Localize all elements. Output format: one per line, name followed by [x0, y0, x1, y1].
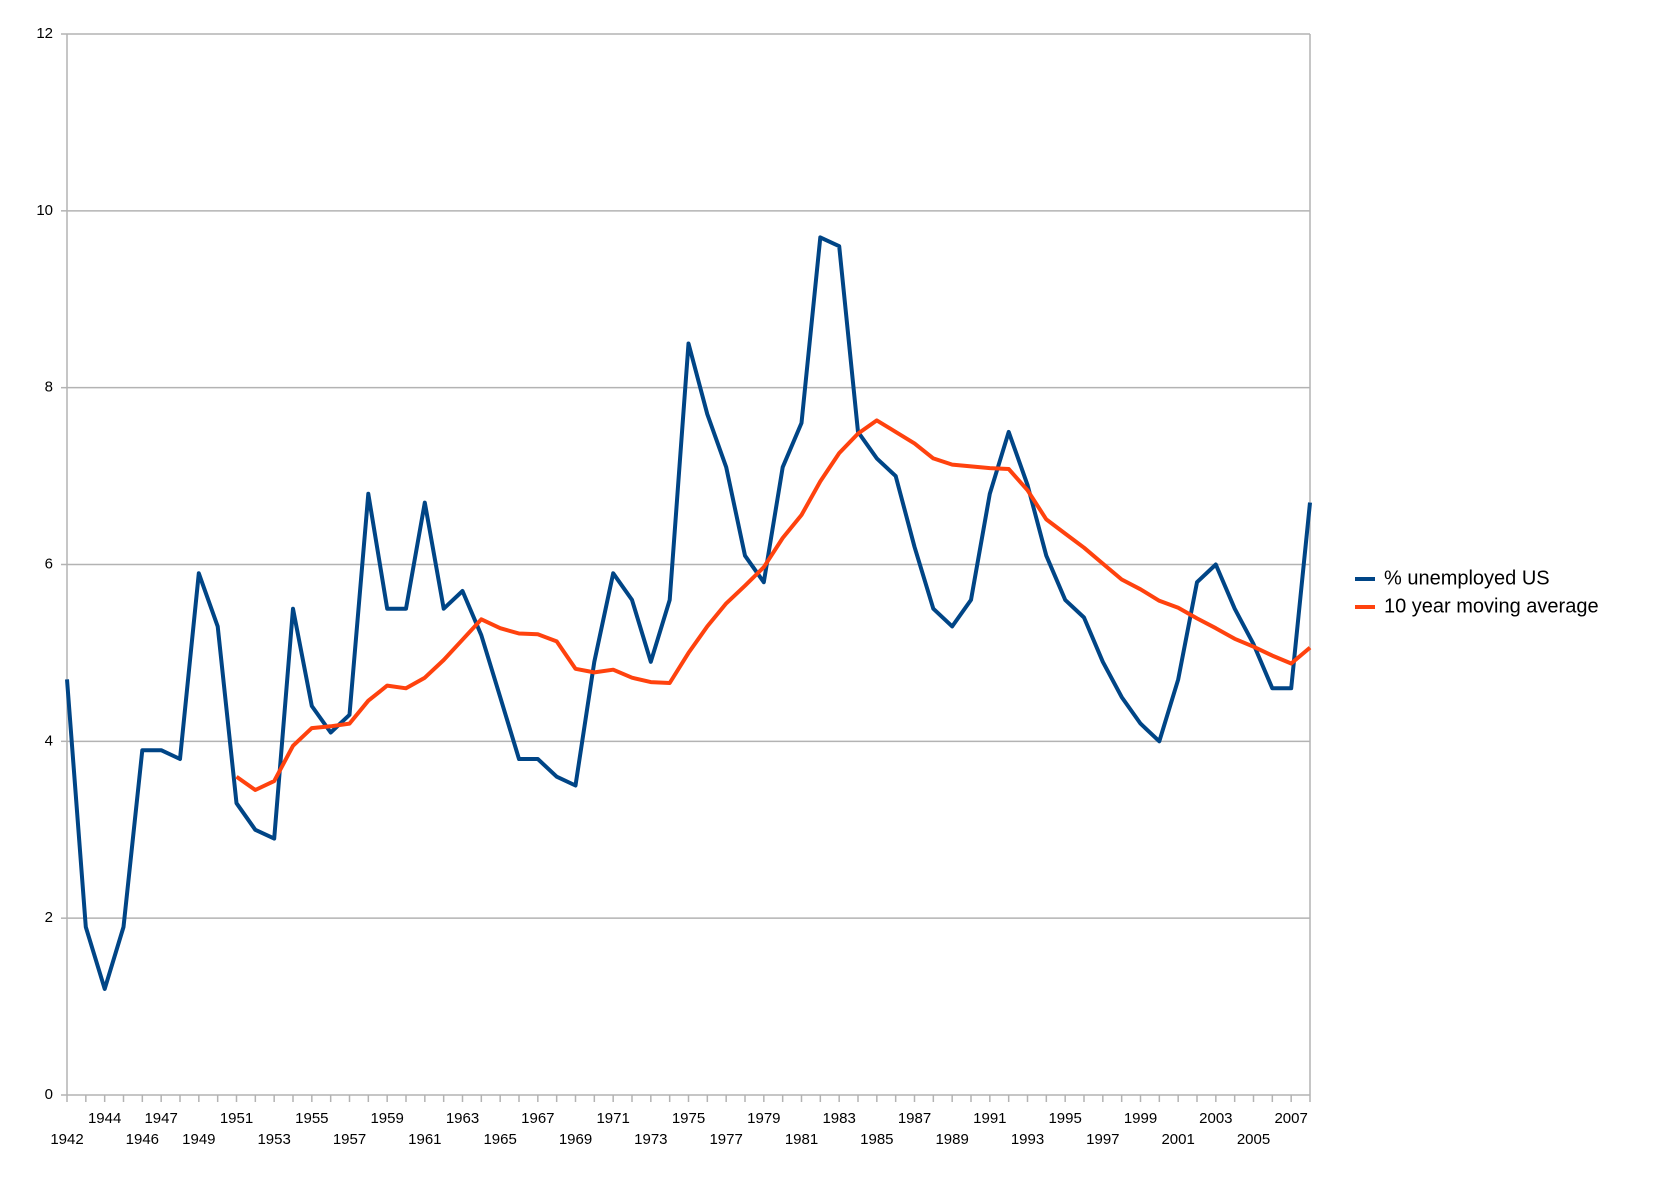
series-line [235, 418, 1312, 792]
x-tick-label: 1993 [1011, 1131, 1044, 1148]
x-tick-label: 1963 [446, 1110, 479, 1127]
x-tick-label: 1946 [126, 1131, 159, 1148]
x-tick-label: 1981 [785, 1131, 818, 1148]
x-tick-label: 1969 [559, 1131, 592, 1148]
x-tick-label: 2005 [1237, 1131, 1270, 1148]
x-tick-label: 1979 [747, 1110, 780, 1127]
x-tick-label: 1949 [182, 1131, 215, 1148]
x-tick-label: 1987 [898, 1110, 931, 1127]
y-tick-label: 10 [36, 202, 53, 219]
y-tick-label: 4 [45, 732, 53, 749]
x-tick-label: 1975 [672, 1110, 705, 1127]
y-tick-label: 0 [45, 1086, 53, 1103]
x-tick-label: 1951 [220, 1110, 253, 1127]
x-tick-label: 2003 [1199, 1110, 1232, 1127]
x-tick-label: 1955 [295, 1110, 328, 1127]
y-tick-label: 6 [45, 555, 53, 572]
y-tick-label: 8 [45, 379, 53, 396]
x-tick-label: 1947 [144, 1110, 177, 1127]
x-tick-label: 1953 [257, 1131, 290, 1148]
x-tick-label: 1989 [935, 1131, 968, 1148]
legend-label: % unemployed US [1384, 567, 1550, 589]
x-tick-label: 1983 [822, 1110, 855, 1127]
x-tick-label: 1967 [521, 1110, 554, 1127]
x-tick-label: 1977 [709, 1131, 742, 1148]
x-tick-label: 1995 [1048, 1110, 1081, 1127]
x-tick-label: 1942 [50, 1131, 83, 1148]
x-tick-label: 1973 [634, 1131, 667, 1148]
x-tick-label: 1997 [1086, 1131, 1119, 1148]
x-tick-label: 1985 [860, 1131, 893, 1148]
x-tick-label: 1959 [370, 1110, 403, 1127]
x-tick-label: 1991 [973, 1110, 1006, 1127]
x-tick-label: 1965 [483, 1131, 516, 1148]
x-tick-label: 1957 [333, 1131, 366, 1148]
x-tick-label: 1944 [88, 1110, 121, 1127]
y-tick-label: 12 [36, 25, 53, 42]
x-tick-label: 2007 [1274, 1110, 1307, 1127]
series-line [65, 235, 1312, 991]
y-tick-label: 2 [45, 909, 53, 926]
legend-label: 10 year moving average [1384, 595, 1599, 617]
x-tick-label: 1971 [596, 1110, 629, 1127]
x-tick-label: 2001 [1161, 1131, 1194, 1148]
x-tick-label: 1999 [1124, 1110, 1157, 1127]
x-tick-label: 1961 [408, 1131, 441, 1148]
